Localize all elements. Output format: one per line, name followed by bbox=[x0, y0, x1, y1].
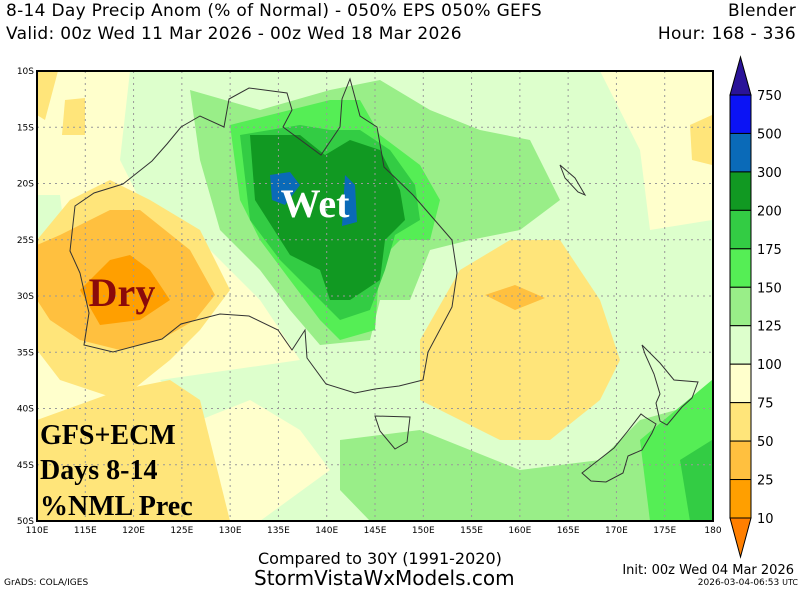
colorbar-arrow-bottom bbox=[729, 517, 752, 559]
lat-tick-label: 50S bbox=[17, 517, 34, 527]
lon-tick-label: 175E bbox=[653, 526, 676, 536]
colorbar-label: 200 bbox=[757, 204, 782, 219]
lon-tick-label: 110E bbox=[26, 526, 49, 536]
generated-timestamp: 2026-03-04-06:53 UTC bbox=[698, 578, 798, 588]
variable-label: %NML Prec bbox=[40, 491, 193, 522]
map-frame bbox=[36, 70, 714, 522]
colorbar-segment bbox=[729, 363, 752, 404]
colorbar-segment bbox=[729, 94, 752, 134]
timezone: UTC bbox=[782, 578, 798, 587]
lon-tick-label: 170E bbox=[605, 526, 628, 536]
fill-50-75 bbox=[420, 240, 620, 440]
lon-tick-label: 150E bbox=[412, 526, 435, 536]
lat-tick-label: 45S bbox=[17, 461, 34, 471]
lat-tick-label: 40S bbox=[17, 405, 34, 415]
forecast-hours: Hour: 168 - 336 bbox=[657, 24, 796, 44]
chart-title: 8-14 Day Precip Anom (% of Normal) - 050… bbox=[6, 1, 542, 21]
colorbar-label: 150 bbox=[757, 281, 782, 296]
fill-50-75 bbox=[62, 98, 85, 135]
models-label: GFS+ECM bbox=[40, 420, 176, 451]
timestamp-value: 2026-03-04-06:53 bbox=[697, 578, 780, 588]
lon-tick-label: 145E bbox=[364, 526, 387, 536]
lat-tick-label: 20S bbox=[17, 180, 34, 190]
lon-tick-label: 125E bbox=[170, 526, 193, 536]
coastline-nz-south-island bbox=[581, 413, 657, 483]
coastline-new-caledonia bbox=[559, 164, 587, 197]
fill-25-50 bbox=[485, 285, 545, 310]
fill-300-500 bbox=[270, 172, 300, 205]
lon-tick-label: 165E bbox=[557, 526, 580, 536]
colorbar-label: 75 bbox=[757, 397, 774, 412]
lon-tick-label: 135E bbox=[267, 526, 290, 536]
climatology-note: Compared to 30Y (1991-2020) bbox=[258, 549, 502, 568]
site-name: StormVistaWxModels.com bbox=[254, 566, 515, 590]
graticule bbox=[37, 71, 713, 521]
fill-175-200 bbox=[680, 440, 712, 521]
colorbar-label: 300 bbox=[757, 166, 782, 181]
lon-tick-label: 115E bbox=[74, 526, 97, 536]
lat-tick-label: 25S bbox=[17, 236, 34, 246]
lon-tick-label: 155E bbox=[460, 526, 483, 536]
lat-tick-label: 35S bbox=[17, 348, 34, 358]
coastline-nz-north-island bbox=[641, 344, 699, 426]
days-label: Days 8-14 bbox=[40, 455, 157, 486]
colorbar-segment bbox=[729, 325, 752, 365]
init-time: Init: 00z Wed 04 Mar 2026 bbox=[622, 563, 794, 578]
lon-tick-label: 180 bbox=[704, 526, 721, 536]
colorbar-segment bbox=[729, 209, 752, 250]
coastlines bbox=[69, 77, 699, 483]
colorbar-label: 10 bbox=[757, 512, 774, 527]
lat-tick-label: 10S bbox=[17, 67, 34, 77]
lon-tick-label: 140E bbox=[315, 526, 338, 536]
fill-10-25 bbox=[80, 255, 170, 325]
grads-credit: GrADS: COLA/IGES bbox=[4, 578, 89, 588]
colorbar-segment bbox=[729, 402, 752, 442]
valid-period: Valid: 00z Wed 11 Mar 2026 - 00z Wed 18 … bbox=[6, 24, 462, 44]
fill-50-75 bbox=[690, 115, 712, 165]
dry-label: Dry bbox=[89, 270, 156, 315]
colorbar-segment bbox=[729, 248, 752, 288]
fill-300-500 bbox=[342, 175, 357, 226]
colorbar-segment bbox=[729, 132, 752, 173]
colorbar-label: 50 bbox=[757, 435, 774, 450]
colorbar-label: 125 bbox=[757, 320, 782, 335]
lat-tick-label: 30S bbox=[17, 292, 34, 302]
coastline-australia bbox=[69, 77, 458, 394]
coastline-tasmania bbox=[374, 415, 411, 450]
model-name: Blender bbox=[728, 1, 796, 21]
colorbar-segment bbox=[729, 286, 752, 327]
colorbar-arrow-top bbox=[729, 55, 752, 96]
colorbar-label: 100 bbox=[757, 358, 782, 373]
fill-50-75 bbox=[37, 71, 58, 120]
colorbar-segment bbox=[729, 171, 752, 211]
colorbar-segment bbox=[729, 440, 752, 481]
wet-label: Wet bbox=[281, 181, 351, 226]
lon-tick-label: 130E bbox=[219, 526, 242, 536]
lat-tick-label: 15S bbox=[17, 123, 34, 133]
colorbar-legend: 750 500 300 200 175 150 125 100 75 50 25 10 bbox=[729, 55, 782, 559]
colorbar-label: 175 bbox=[757, 243, 782, 258]
colorbar-label: 750 bbox=[757, 89, 782, 104]
lon-tick-label: 160E bbox=[508, 526, 531, 536]
colorbar-label: 25 bbox=[757, 474, 774, 489]
lon-tick-label: 120E bbox=[122, 526, 145, 536]
colorbar-segment bbox=[729, 479, 752, 519]
fill-125-150 bbox=[340, 400, 712, 521]
colorbar-label: 500 bbox=[757, 127, 782, 142]
